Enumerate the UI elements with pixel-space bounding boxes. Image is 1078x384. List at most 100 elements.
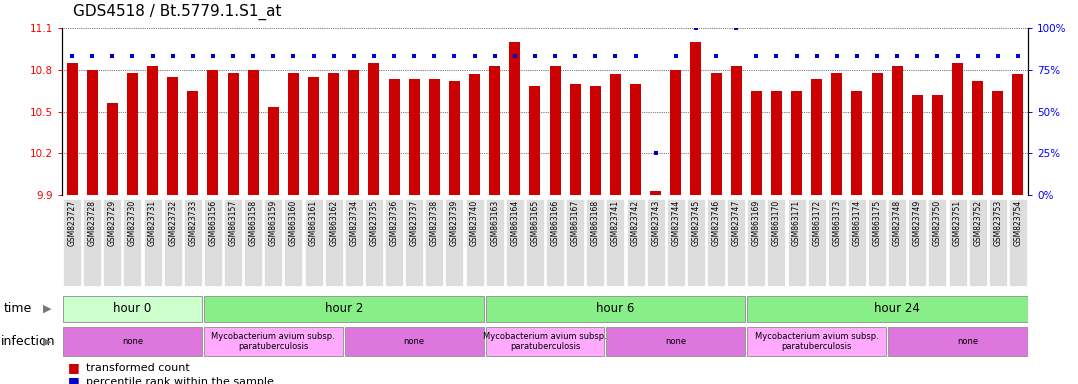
Bar — [308, 77, 319, 195]
Text: GSM823739: GSM823739 — [450, 200, 459, 246]
Bar — [485, 296, 745, 322]
Bar — [425, 199, 443, 286]
Text: GSM823734: GSM823734 — [349, 200, 358, 246]
Text: GSM863171: GSM863171 — [792, 200, 801, 246]
Bar — [888, 327, 1047, 356]
Bar — [586, 199, 605, 286]
Bar — [690, 42, 702, 195]
Bar — [244, 199, 262, 286]
Text: GSM823752: GSM823752 — [973, 200, 982, 246]
Bar — [248, 70, 259, 195]
Text: GSM823738: GSM823738 — [430, 200, 439, 246]
Bar — [909, 199, 926, 286]
Text: GSM823737: GSM823737 — [410, 200, 418, 246]
Bar — [969, 199, 986, 286]
Bar — [811, 79, 823, 195]
Text: GSM863158: GSM863158 — [249, 200, 258, 246]
Bar — [183, 199, 202, 286]
Bar — [650, 191, 661, 195]
Bar — [747, 327, 886, 356]
Text: GDS4518 / Bt.5779.1.S1_at: GDS4518 / Bt.5779.1.S1_at — [73, 4, 281, 20]
Bar — [328, 73, 340, 195]
Bar — [143, 199, 162, 286]
Bar — [345, 327, 484, 356]
Bar — [607, 327, 745, 356]
Bar — [409, 79, 419, 195]
Bar — [188, 91, 198, 195]
Text: GSM863164: GSM863164 — [510, 200, 520, 246]
Bar — [509, 42, 521, 195]
Bar — [828, 199, 846, 286]
Bar — [888, 199, 907, 286]
Bar — [267, 107, 279, 195]
Bar — [972, 81, 983, 195]
Bar — [107, 103, 118, 195]
Bar — [204, 199, 222, 286]
Text: none: none — [122, 337, 143, 346]
Text: GSM823736: GSM823736 — [389, 200, 399, 246]
Bar — [928, 199, 946, 286]
Bar — [590, 86, 600, 195]
Bar — [569, 84, 581, 195]
Bar — [304, 199, 322, 286]
Text: GSM823754: GSM823754 — [1013, 200, 1022, 246]
Text: none: none — [665, 337, 687, 346]
Bar — [103, 199, 122, 286]
Text: GSM823732: GSM823732 — [168, 200, 177, 246]
Bar — [747, 199, 765, 286]
Text: GSM823727: GSM823727 — [68, 200, 77, 246]
Text: GSM823735: GSM823735 — [370, 200, 378, 246]
Text: infection: infection — [1, 335, 56, 348]
Bar — [348, 70, 359, 195]
Bar — [992, 91, 1004, 195]
Bar — [445, 199, 464, 286]
Bar — [364, 199, 383, 286]
Text: GSM823741: GSM823741 — [611, 200, 620, 246]
Bar — [647, 199, 665, 286]
Bar — [388, 79, 400, 195]
Text: GSM863169: GSM863169 — [751, 200, 761, 246]
Bar — [731, 66, 742, 195]
Text: GSM823742: GSM823742 — [631, 200, 640, 246]
Text: GSM863156: GSM863156 — [208, 200, 218, 246]
Text: ▶: ▶ — [43, 336, 51, 346]
Bar — [224, 199, 243, 286]
Bar — [952, 63, 963, 195]
Bar — [771, 91, 782, 195]
Text: time: time — [3, 303, 31, 316]
Bar — [288, 73, 299, 195]
Bar — [448, 81, 460, 195]
Text: GSM863163: GSM863163 — [490, 200, 499, 246]
Bar — [167, 77, 178, 195]
Text: GSM823743: GSM823743 — [651, 200, 660, 246]
Text: GSM823729: GSM823729 — [108, 200, 116, 246]
Bar — [429, 79, 440, 195]
Text: none: none — [957, 337, 978, 346]
Bar — [630, 84, 641, 195]
Text: GSM863173: GSM863173 — [832, 200, 841, 246]
Text: GSM823753: GSM823753 — [993, 200, 1003, 246]
Bar — [405, 199, 424, 286]
Bar — [63, 199, 81, 286]
Bar — [550, 66, 561, 195]
Bar — [529, 86, 540, 195]
Text: Mycobacterium avium subsp.
paratuberculosis: Mycobacterium avium subsp. paratuberculo… — [483, 332, 607, 351]
Bar — [750, 91, 762, 195]
Bar — [892, 66, 902, 195]
Bar — [285, 199, 303, 286]
Bar — [868, 199, 886, 286]
Text: hour 2: hour 2 — [324, 303, 363, 316]
Bar — [788, 199, 805, 286]
Bar — [1012, 74, 1023, 195]
Text: GSM823751: GSM823751 — [953, 200, 962, 246]
Bar — [949, 199, 967, 286]
Bar — [831, 73, 842, 195]
Bar — [710, 73, 721, 195]
Bar — [791, 91, 802, 195]
Text: GSM823731: GSM823731 — [148, 200, 157, 246]
Text: GSM863162: GSM863162 — [329, 200, 338, 246]
Bar — [485, 199, 503, 286]
Text: GSM823730: GSM823730 — [128, 200, 137, 246]
Text: GSM823733: GSM823733 — [189, 200, 197, 246]
Bar — [489, 66, 500, 195]
